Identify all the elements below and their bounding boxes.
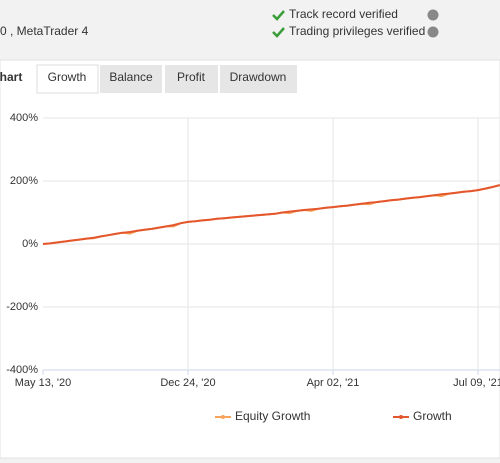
section-title: Chart xyxy=(0,70,22,84)
tab-bg[interactable] xyxy=(165,65,218,93)
badge: Trading privileges verified xyxy=(289,24,425,38)
account-info: 0 , MetaTrader 4 xyxy=(0,24,89,38)
y-tick-label: 200% xyxy=(10,175,38,187)
legend-label: Growth xyxy=(413,409,452,423)
tab[interactable]: Drawdown xyxy=(230,70,287,84)
x-tick-label: Jul 09, '21 xyxy=(453,377,500,389)
chart: -400% -200% 0% 200% 400% May 13, '20 Dec 24, '… xyxy=(6,112,500,423)
tab-active[interactable] xyxy=(36,64,99,94)
y-tick-label: 0% xyxy=(22,238,38,250)
panel xyxy=(0,59,500,459)
check-icon xyxy=(272,27,285,38)
tab[interactable]: Balance xyxy=(109,70,153,84)
info-icon[interactable] xyxy=(427,26,439,38)
legend-marker xyxy=(221,415,225,419)
check-icon xyxy=(272,10,285,21)
tab[interactable]: Profit xyxy=(177,70,206,84)
y-tick-label: -400% xyxy=(6,364,38,376)
tab-bg[interactable] xyxy=(100,65,162,93)
info-icon[interactable] xyxy=(427,9,439,21)
y-tick-label: 400% xyxy=(10,112,38,124)
tab-bg[interactable] xyxy=(220,65,297,93)
x-tick-label: May 13, '20 xyxy=(15,377,72,389)
x-tick-label: Dec 24, '20 xyxy=(160,377,215,389)
y-tick-label: -200% xyxy=(6,301,38,313)
badge: Track record verified xyxy=(289,7,398,21)
tab[interactable]: Growth xyxy=(48,70,87,84)
x-tick-label: Apr 02, '21 xyxy=(307,377,360,389)
series-line xyxy=(42,184,500,245)
legend-label: Equity Growth xyxy=(235,409,310,423)
legend-marker xyxy=(399,415,403,419)
